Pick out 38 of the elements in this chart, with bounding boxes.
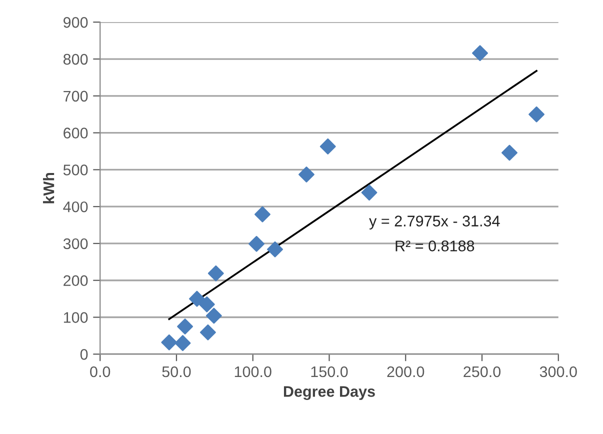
y-tick-label: 800 [63,54,88,65]
point [161,334,178,350]
x-tick-label: 200.0 [387,366,424,378]
point [472,45,488,62]
point [298,166,314,182]
x-axis-title: Degree Days [284,386,375,400]
y-tick-label: 600 [64,128,88,138]
x-tick-label: 250.0 [464,366,501,378]
x-tick-label: 50.0 [162,366,191,378]
y-tick-label: 400 [63,201,88,212]
annotation: y = 2.7975x - 31.34 [369,216,500,230]
y-tick-label: 900 [64,17,88,28]
point [254,206,270,222]
x-tick-label: 100.0 [234,366,272,378]
point [177,318,194,334]
point [248,236,264,252]
annotation: R² = 0.8188 [396,240,474,252]
x-tick-label: 0.0 [90,366,110,378]
point [174,335,191,352]
y-tick-label: 300 [63,238,88,250]
y-tick-label: 0 [80,349,88,360]
point [208,265,224,282]
x-tick-label: 150.0 [311,366,348,378]
point [206,308,222,324]
y-tick-label: 200 [64,275,88,286]
point [200,324,216,340]
y-axis-title: kWh [43,172,54,204]
y-tick-label: 500 [63,164,88,176]
y-tick-label: 700 [64,90,88,102]
point [267,241,283,258]
point [502,144,518,161]
point [320,138,336,154]
point [361,184,378,201]
point [188,290,205,307]
point [198,296,215,312]
point [528,106,545,122]
y-tick-label: 100 [64,312,88,323]
x-tick-label: 300.0 [540,366,577,378]
